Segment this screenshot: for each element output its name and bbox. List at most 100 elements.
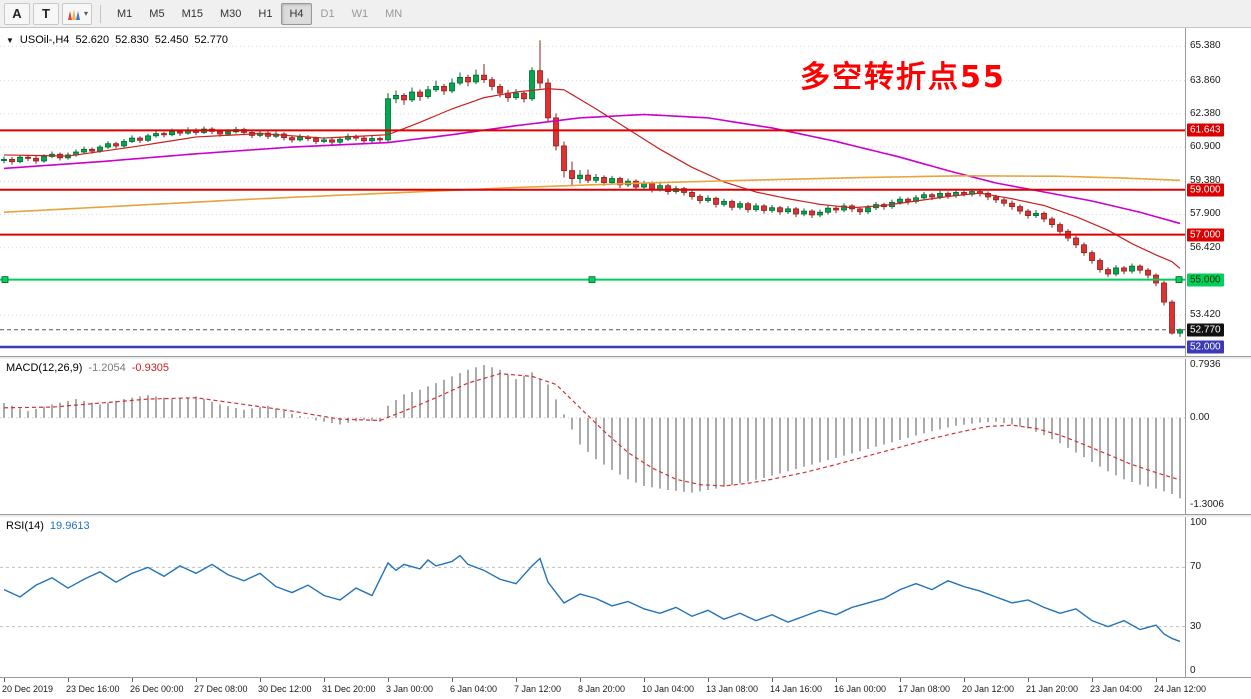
time-axis-tick xyxy=(388,678,389,682)
time-axis-label: 31 Dec 20:00 xyxy=(322,684,376,694)
time-axis-label: 23 Dec 16:00 xyxy=(66,684,120,694)
rsi-axis-label: 70 xyxy=(1190,561,1202,573)
horizontal-level-lines[interactable] xyxy=(0,129,1185,349)
time-axis-label: 30 Dec 12:00 xyxy=(258,684,312,694)
macd-chart-surface[interactable] xyxy=(0,359,1185,514)
chevron-down-icon: ▾ xyxy=(84,9,89,18)
time-axis-tick xyxy=(132,678,133,682)
rsi-chart-surface[interactable] xyxy=(0,517,1185,677)
time-axis-label: 16 Jan 00:00 xyxy=(834,684,887,694)
price-axis-label: 63.860 xyxy=(1190,74,1221,86)
timeframe-button-m15[interactable]: M15 xyxy=(174,3,211,25)
chart-annotation-text[interactable]: 多空转折点55 xyxy=(800,60,1006,95)
level-price-tag: 59.000 xyxy=(1187,183,1224,197)
macd-header: MACD(12,26,9) -1.2054 -0.9305 xyxy=(6,362,169,374)
time-axis-label: 20 Jan 12:00 xyxy=(962,684,1015,694)
price-axis-label: 53.420 xyxy=(1190,309,1221,321)
time-axis-tick xyxy=(1156,678,1157,682)
time-axis-label: 14 Jan 16:00 xyxy=(770,684,823,694)
time-axis-label: 10 Jan 04:00 xyxy=(642,684,695,694)
price-gridlines xyxy=(0,45,1185,316)
rsi-axis[interactable]: 100 70 30 0 xyxy=(1185,517,1251,677)
macd-axis[interactable]: 0.7936 0.00 -1.3006 xyxy=(1185,359,1251,514)
time-axis-tick xyxy=(1092,678,1093,682)
time-axis-tick xyxy=(964,678,965,682)
timeframe-button-m5[interactable]: M5 xyxy=(141,3,172,25)
macd-signal-value: -0.9305 xyxy=(131,362,170,374)
text-cursor-tool-button[interactable]: T xyxy=(33,2,59,25)
price-axis-label: 65.380 xyxy=(1190,40,1221,52)
price-axis-label: 62.380 xyxy=(1190,107,1221,119)
time-axis-label: 27 Dec 08:00 xyxy=(194,684,248,694)
collapse-icon[interactable]: ▼ xyxy=(6,35,14,45)
time-axis-label: 21 Jan 20:00 xyxy=(1026,684,1079,694)
toolbar: A T ▾ M1 M5 M15 M30 H1 H4 D1 W1 MN xyxy=(0,0,1251,28)
level-drag-handle[interactable] xyxy=(1,276,9,284)
symbol-ohlc-header: ▼ USOil-,H4 52.620 52.830 52.450 52.770 xyxy=(6,34,228,46)
toolbar-separator xyxy=(100,4,102,23)
timeframe-group: M1 M5 M15 M30 H1 H4 D1 W1 MN xyxy=(109,2,410,25)
price-chart-panel: ▼ USOil-,H4 52.620 52.830 52.450 52.770 … xyxy=(0,28,1251,356)
level-price-tag: 52.000 xyxy=(1187,340,1224,354)
macd-axis-label: 0.00 xyxy=(1190,411,1210,423)
macd-panel: MACD(12,26,9) -1.2054 -0.9305 0.7936 0.00… xyxy=(0,359,1251,514)
high-value: 52.830 xyxy=(115,34,149,46)
time-axis-label: 13 Jan 08:00 xyxy=(706,684,759,694)
price-axis-label: 56.420 xyxy=(1190,241,1221,253)
timeframe-button-h1[interactable]: H1 xyxy=(250,3,280,25)
low-value: 52.450 xyxy=(154,34,189,46)
time-axis-tick xyxy=(516,678,517,682)
panel-separator xyxy=(0,356,1251,359)
crayons-icon xyxy=(66,7,82,21)
time-axis-tick xyxy=(900,678,901,682)
rsi-axis-label: 100 xyxy=(1190,517,1207,528)
level-drag-handle[interactable] xyxy=(1175,276,1183,284)
timeframe-button-d1[interactable]: D1 xyxy=(313,3,343,25)
time-axis-label: 24 Jan 12:00 xyxy=(1154,684,1207,694)
rsi-label: RSI(14) xyxy=(6,520,44,532)
current-price-tag: 52.770 xyxy=(1187,323,1224,337)
ma-fast-line xyxy=(3,88,1181,269)
level-drag-handle[interactable] xyxy=(588,276,596,284)
timeframe-button-m30[interactable]: M30 xyxy=(212,3,249,25)
time-axis-tick xyxy=(644,678,645,682)
level-price-tag: 55.000 xyxy=(1187,273,1224,287)
time-axis-tick xyxy=(708,678,709,682)
rsi-axis-label: 0 xyxy=(1190,665,1196,676)
timeframe-button-mn[interactable]: MN xyxy=(377,3,410,25)
ma-slow-line xyxy=(3,175,1181,214)
price-axis-label: 57.900 xyxy=(1190,208,1221,220)
price-chart-surface[interactable] xyxy=(0,28,1185,356)
macd-main-value: -1.2054 xyxy=(88,362,126,374)
timeframe-button-h4[interactable]: H4 xyxy=(281,2,312,25)
time-axis-tick xyxy=(260,678,261,682)
time-axis-label: 20 Dec 2019 xyxy=(2,684,54,694)
colors-tool-button[interactable]: ▾ xyxy=(62,2,93,25)
macd-histogram xyxy=(3,365,1181,499)
price-axis-label: 60.900 xyxy=(1190,141,1221,153)
timeframe-button-m1[interactable]: M1 xyxy=(109,3,140,25)
rsi-axis-label: 30 xyxy=(1190,620,1202,632)
macd-label: MACD(12,26,9) xyxy=(6,362,83,374)
ma-mid-line xyxy=(3,113,1181,225)
time-axis-label: 6 Jan 04:00 xyxy=(450,684,498,694)
time-axis-tick xyxy=(772,678,773,682)
time-axis-tick xyxy=(1028,678,1029,682)
open-value: 52.620 xyxy=(75,34,110,46)
close-value: 52.770 xyxy=(194,34,229,46)
time-axis-tick xyxy=(324,678,325,682)
time-axis-tick xyxy=(4,678,5,682)
rsi-header: RSI(14) 19.9613 xyxy=(6,520,90,532)
time-axis-label: 17 Jan 08:00 xyxy=(898,684,951,694)
level-price-tag: 57.000 xyxy=(1187,228,1224,242)
font-tool-button[interactable]: A xyxy=(4,2,30,25)
price-axis[interactable]: 65.380 63.860 62.380 60.900 59.380 57.900 56.4… xyxy=(1185,28,1251,356)
time-axis[interactable]: 20 Dec 2019 23 Dec 16:00 26 Dec 00:00 27 De… xyxy=(0,677,1251,699)
rsi-panel: RSI(14) 19.9613 100 70 30 0 xyxy=(0,517,1251,677)
rsi-line xyxy=(3,554,1181,643)
timeframe-button-w1[interactable]: W1 xyxy=(344,3,377,25)
level-price-tag: 61.643 xyxy=(1187,123,1224,137)
macd-signal-line xyxy=(3,373,1181,487)
macd-axis-label: -1.3006 xyxy=(1190,498,1224,510)
